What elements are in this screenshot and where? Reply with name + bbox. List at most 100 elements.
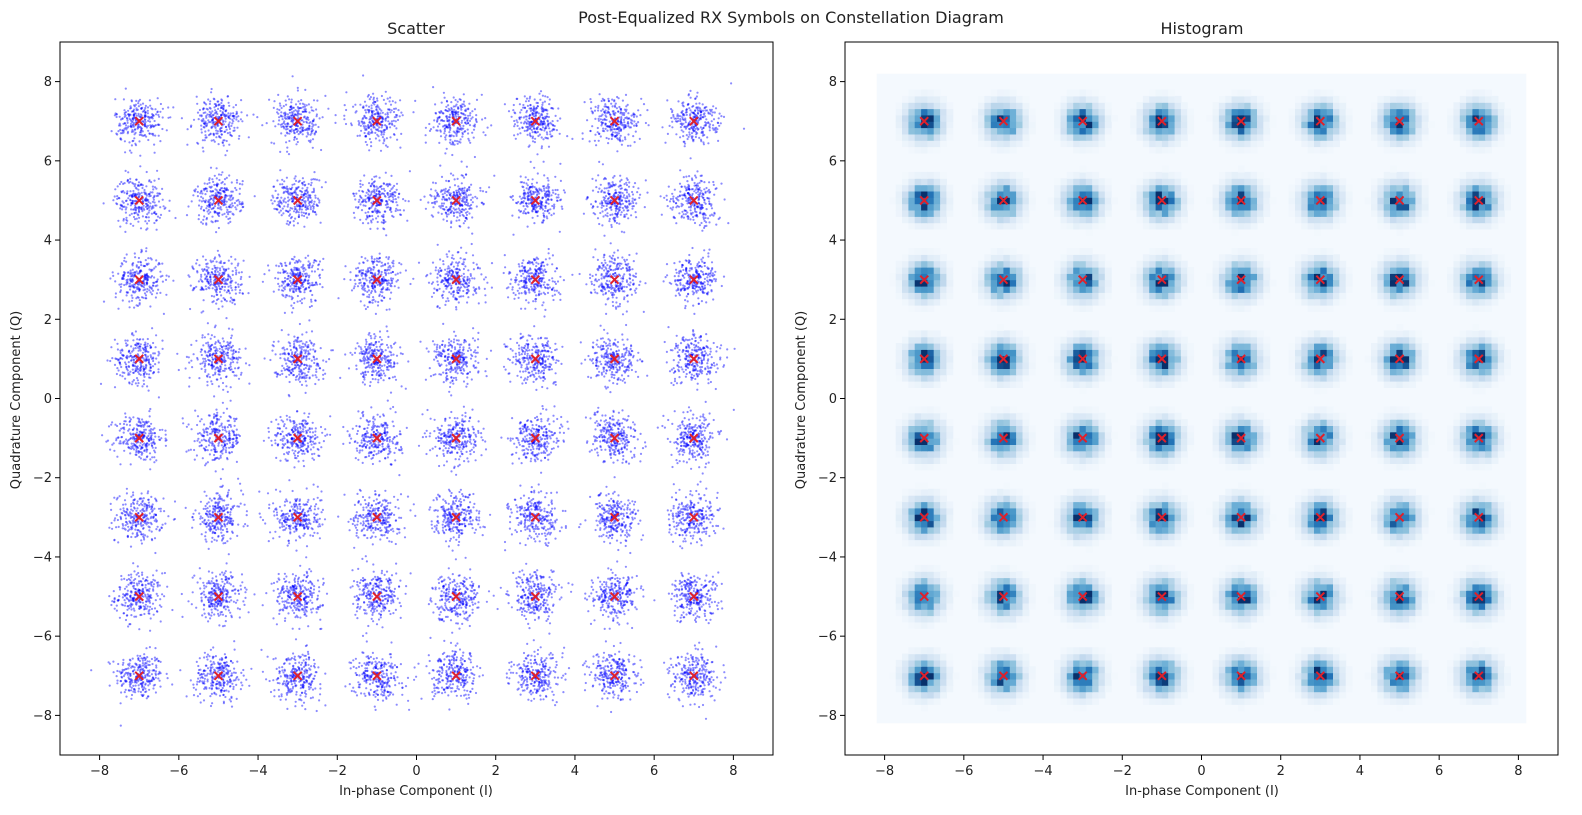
data-point [128,662,131,665]
data-point [126,592,129,595]
data-point [152,669,155,672]
data-point [135,603,138,606]
data-point [140,682,143,685]
data-point [108,595,111,598]
data-point [129,674,132,677]
data-point [154,670,158,673]
data-point [133,689,136,692]
data-point [124,618,128,622]
data-point [123,587,127,590]
data-point [125,695,128,698]
data-point [144,579,147,583]
data-point [145,690,148,693]
data-point [133,668,136,672]
data-point [135,602,138,605]
data-point [158,679,161,682]
data-point [134,601,137,604]
data-point [141,686,144,689]
data-point [143,656,146,660]
data-point [134,662,137,665]
scatter-points [90,74,746,727]
data-point [138,663,141,667]
data-point [147,684,150,687]
data-point [150,657,153,661]
data-point [146,598,149,601]
data-point [154,647,157,650]
data-point [155,664,158,667]
data-point [155,666,158,669]
data-point [119,672,122,675]
data-point [122,675,125,678]
data-point [154,599,157,602]
data-point [135,582,138,585]
data-point [132,670,135,673]
data-point [141,664,144,667]
data-point [148,671,151,674]
data-point [137,667,140,670]
data-point [148,660,151,663]
data-point [145,697,148,700]
data-point [135,664,138,667]
data-point [148,688,151,691]
data-point [141,590,144,593]
data-point [118,588,122,591]
data-point [134,680,137,683]
data-point [124,594,127,598]
data-point [113,601,116,604]
data-point [118,670,121,673]
data-point [163,595,166,598]
data-point [149,629,152,632]
data-point [137,690,140,693]
data-point [142,681,145,684]
data-point [141,584,144,587]
data-point [157,673,160,676]
data-point [153,659,156,662]
data-point [147,663,150,667]
data-point [126,597,129,601]
data-point [146,605,149,608]
data-point [115,609,118,612]
data-point [135,681,138,684]
data-point [126,673,129,676]
data-point [143,686,146,689]
data-point [120,675,123,679]
data-point [137,591,140,594]
data-point [149,581,152,584]
data-point [139,605,142,608]
data-point [156,585,159,588]
data-point [119,679,123,683]
data-point [133,681,136,684]
data-point [126,593,129,596]
scatter-plot-area [90,74,746,727]
data-point [141,571,144,574]
data-point [121,670,124,673]
data-point [148,680,151,684]
data-point [138,589,141,592]
data-point [115,675,118,678]
data-point [151,602,155,605]
data-point [148,646,151,649]
data-point [129,596,132,599]
data-point [152,589,155,592]
data-point [141,601,145,604]
data-point [131,679,134,682]
data-point [159,685,162,688]
data-point [119,724,122,727]
data-point [129,605,133,608]
data-point [120,578,123,581]
data-point [128,604,131,607]
data-point [129,595,132,598]
data-point [145,647,148,650]
data-point [123,673,126,676]
data-point [121,604,125,607]
data-point [166,677,169,680]
data-point [145,678,148,681]
data-point [151,581,154,584]
data-point [145,664,148,667]
data-point [146,680,149,683]
data-point [148,582,151,585]
data-point [171,683,174,686]
data-point [132,688,135,691]
data-point [146,579,149,582]
data-point [157,677,160,680]
